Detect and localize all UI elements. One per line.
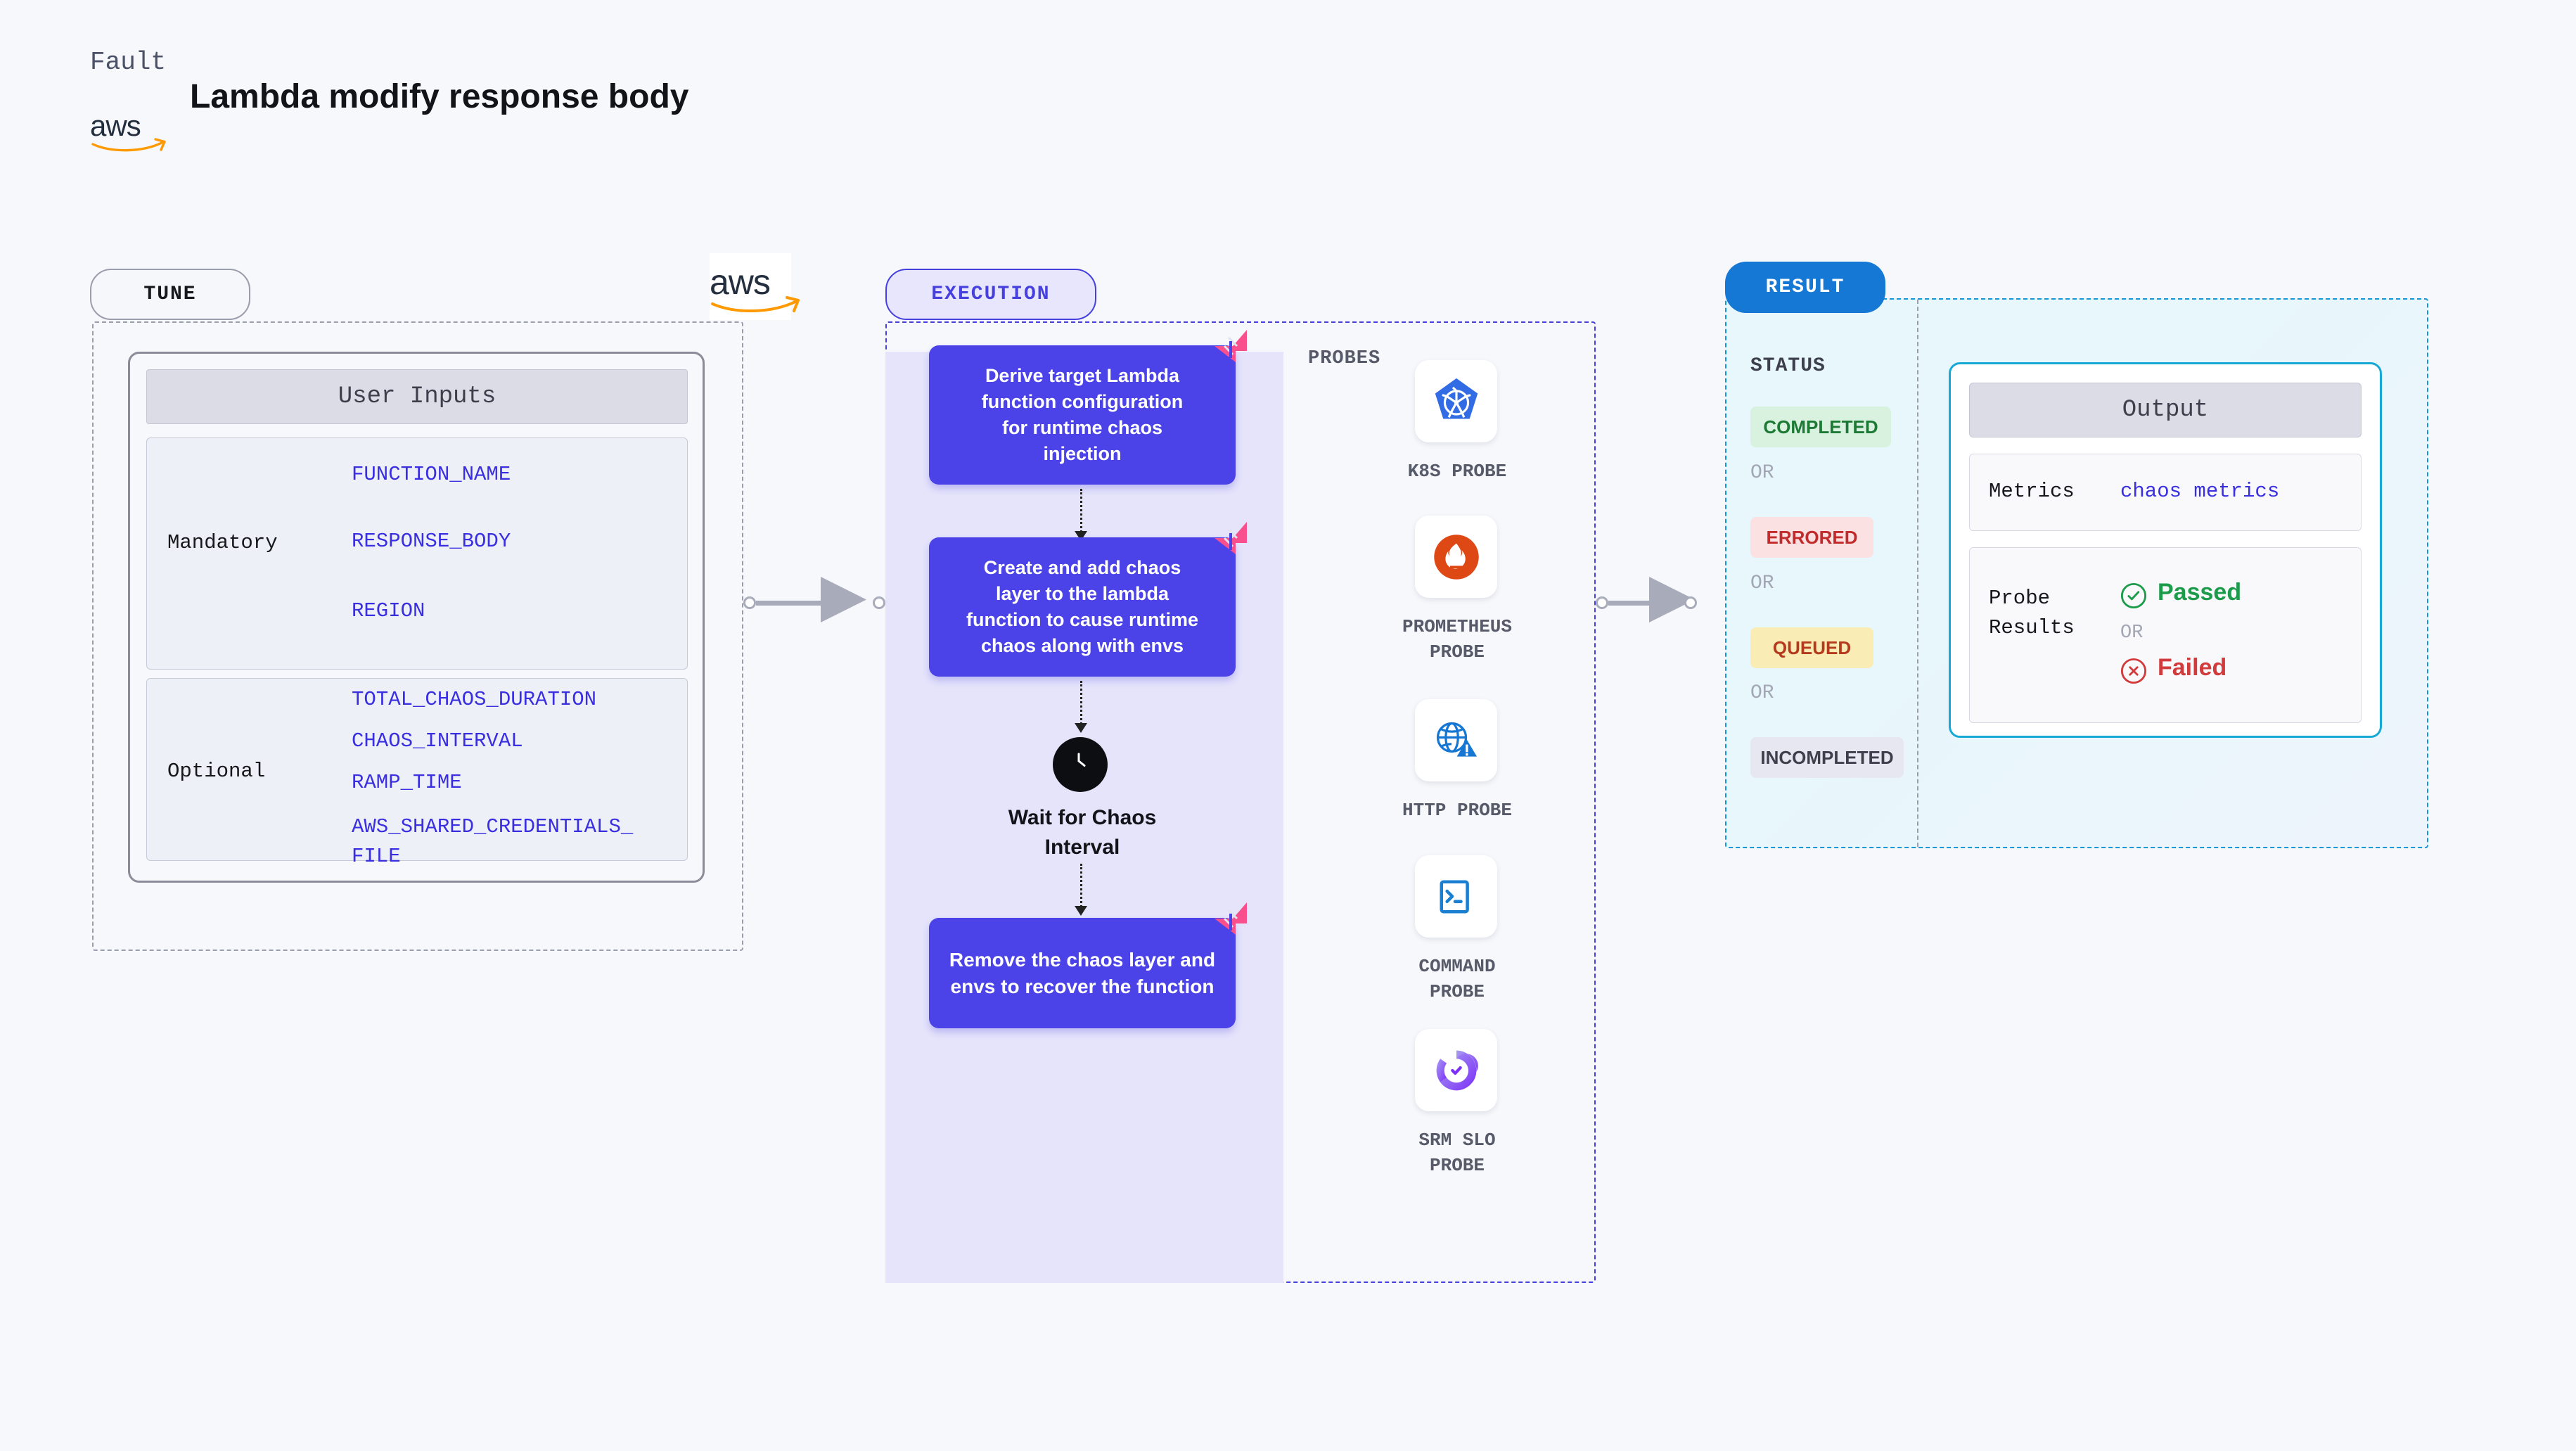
svg-text:aws: aws [710,262,770,302]
svg-text:aws: aws [90,109,141,142]
